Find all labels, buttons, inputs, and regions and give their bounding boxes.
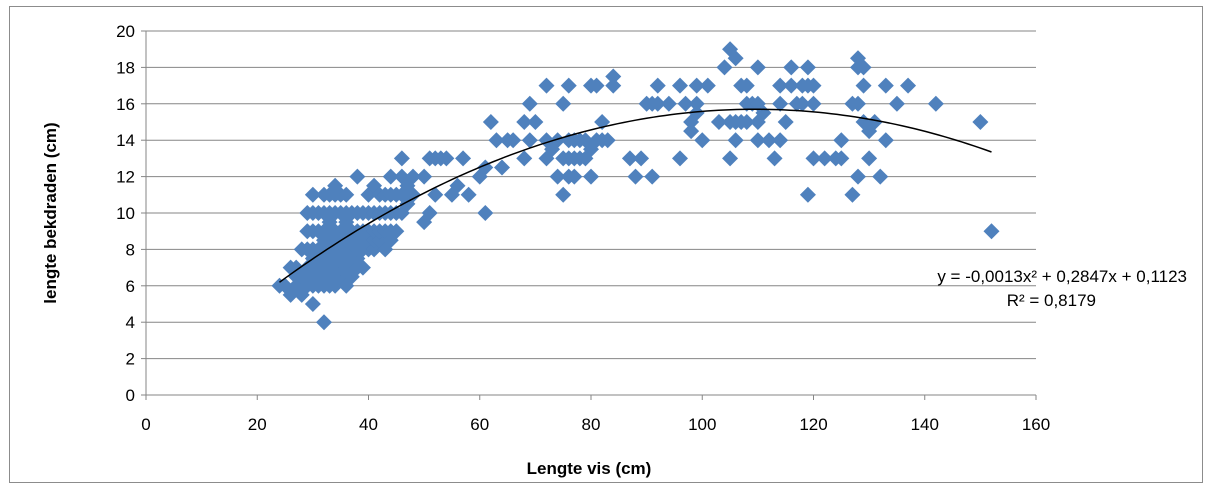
- x-tick-label: 40: [359, 415, 378, 434]
- x-axis-title: Lengte vis (cm): [527, 459, 652, 478]
- data-point: [427, 187, 443, 203]
- data-point: [767, 150, 783, 166]
- data-point: [872, 169, 888, 185]
- data-point: [672, 150, 688, 166]
- x-tick-label: 140: [911, 415, 939, 434]
- data-point: [555, 187, 571, 203]
- data-point: [455, 150, 471, 166]
- data-point: [650, 78, 666, 94]
- y-tick-label: 20: [116, 22, 135, 41]
- data-point: [483, 114, 499, 130]
- y-tick-label: 12: [116, 168, 135, 187]
- y-tick-label: 16: [116, 95, 135, 114]
- data-point: [856, 78, 872, 94]
- data-point: [772, 132, 788, 148]
- data-points: [272, 41, 1000, 330]
- data-point: [700, 78, 716, 94]
- x-tick-label: 0: [141, 415, 150, 434]
- data-point: [605, 69, 621, 85]
- data-point: [778, 114, 794, 130]
- data-point: [900, 78, 916, 94]
- data-point: [878, 132, 894, 148]
- data-point: [806, 96, 822, 112]
- data-point: [494, 160, 510, 176]
- y-tick-label: 4: [126, 313, 135, 332]
- x-tick-label: 60: [470, 415, 489, 434]
- data-point: [633, 150, 649, 166]
- y-tick-label: 2: [126, 350, 135, 369]
- data-point: [783, 59, 799, 75]
- y-tick-label: 6: [126, 277, 135, 296]
- data-point: [561, 78, 577, 94]
- data-point: [889, 96, 905, 112]
- data-point: [928, 96, 944, 112]
- data-point: [689, 96, 705, 112]
- data-point: [750, 59, 766, 75]
- trendline-r-squared: R² = 0,8179: [1007, 291, 1096, 310]
- data-point: [984, 223, 1000, 239]
- x-tick-label: 160: [1022, 415, 1050, 434]
- trendline-equation: y = -0,0013x² + 0,2847x + 0,1123: [937, 267, 1187, 286]
- data-point: [461, 187, 477, 203]
- data-point: [717, 59, 733, 75]
- data-point: [527, 114, 543, 130]
- data-point: [672, 78, 688, 94]
- y-tick-label: 18: [116, 58, 135, 77]
- data-point: [800, 187, 816, 203]
- data-point: [861, 150, 877, 166]
- y-tick-label: 0: [126, 386, 135, 405]
- data-point: [972, 114, 988, 130]
- y-tick-label: 14: [116, 131, 135, 150]
- data-point: [644, 169, 660, 185]
- data-point: [722, 150, 738, 166]
- data-point: [305, 296, 321, 312]
- y-tick-label: 10: [116, 204, 135, 223]
- data-point: [800, 59, 816, 75]
- y-tick-label: 8: [126, 240, 135, 259]
- x-tick-label: 120: [799, 415, 827, 434]
- data-point: [694, 132, 710, 148]
- data-point: [850, 169, 866, 185]
- x-tick-label: 80: [582, 415, 601, 434]
- x-tick-label: 20: [248, 415, 267, 434]
- data-point: [833, 132, 849, 148]
- y-axis-title: lengte bekdraden (cm): [41, 122, 60, 303]
- data-point: [394, 150, 410, 166]
- data-point: [349, 169, 365, 185]
- data-point: [628, 169, 644, 185]
- data-point: [844, 187, 860, 203]
- data-point: [316, 314, 332, 330]
- data-point: [522, 96, 538, 112]
- data-point: [728, 132, 744, 148]
- data-point: [878, 78, 894, 94]
- data-point: [555, 96, 571, 112]
- data-point: [416, 169, 432, 185]
- x-tick-label: 100: [688, 415, 716, 434]
- data-point: [583, 169, 599, 185]
- data-point: [477, 205, 493, 221]
- data-point: [539, 78, 555, 94]
- data-point: [661, 96, 677, 112]
